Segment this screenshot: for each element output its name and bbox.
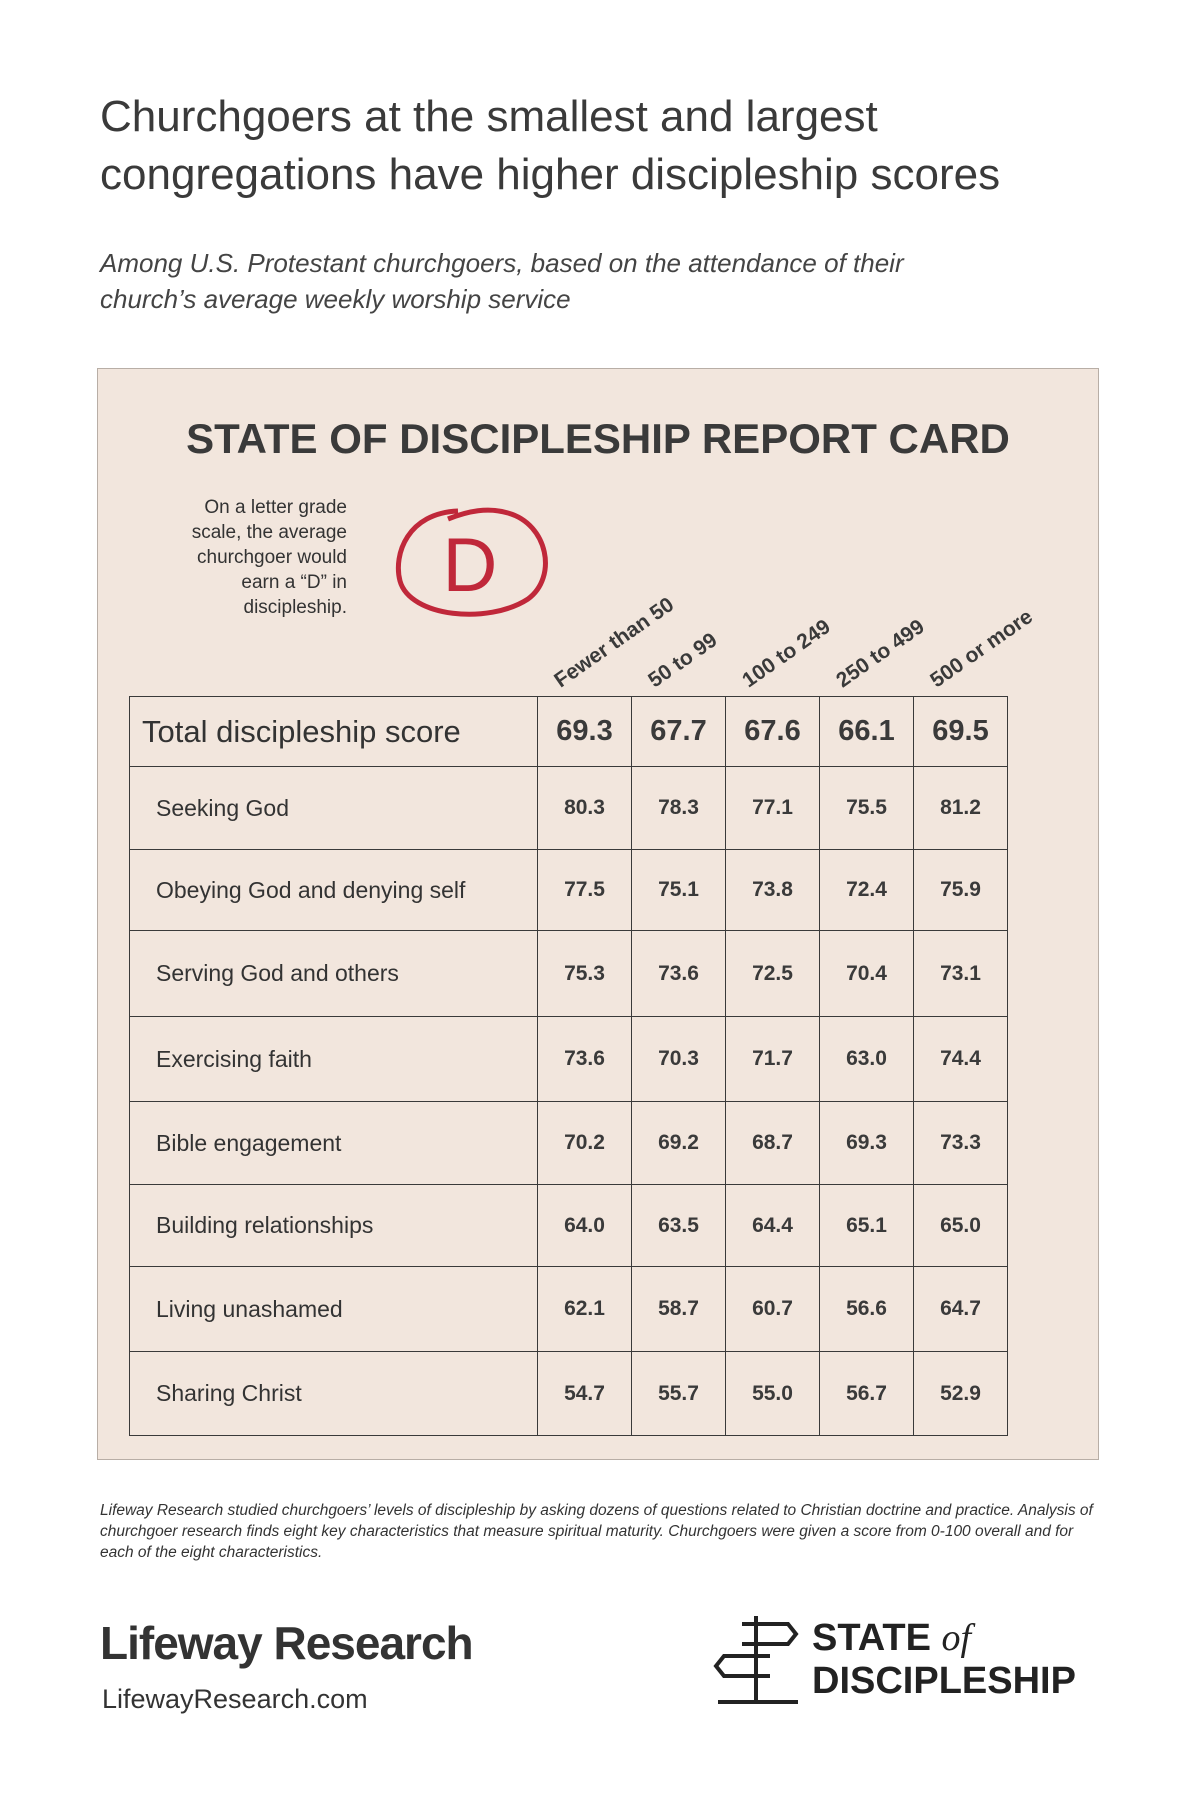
score-value: 62.1	[537, 1266, 632, 1352]
score-value: 77.5	[537, 849, 632, 931]
score-value: 72.4	[819, 849, 914, 931]
title-line: congregations have higher discipleship s…	[100, 150, 1001, 199]
score-value: 55.7	[631, 1351, 726, 1436]
url: LifewayResearch.com	[102, 1684, 368, 1714]
column-header: 500 or more	[926, 605, 1037, 693]
row-label: Obeying God and denying self	[129, 849, 538, 931]
row-label: Serving God and others	[129, 930, 538, 1017]
total-label: Total discipleship score	[129, 696, 538, 767]
total-value: 66.1	[819, 696, 914, 767]
score-value: 73.3	[913, 1101, 1008, 1185]
score-value: 64.0	[537, 1184, 632, 1267]
note-line: discipleship.	[243, 597, 348, 618]
score-value: 80.3	[537, 766, 632, 850]
score-value: 65.1	[819, 1184, 914, 1267]
score-value: 55.0	[725, 1351, 820, 1436]
score-value: 70.2	[537, 1101, 632, 1185]
note-line: churchgoer would	[197, 547, 347, 568]
score-value: 64.7	[913, 1266, 1008, 1352]
row-label: Bible engagement	[129, 1101, 538, 1185]
score-value: 72.5	[725, 930, 820, 1017]
row-label: Sharing Christ	[129, 1351, 538, 1436]
subtitle-line: church’s average weekly worship service	[100, 284, 571, 314]
score-value: 74.4	[913, 1016, 1008, 1102]
logo-of: of	[941, 1617, 972, 1659]
row-label: Living unashamed	[129, 1266, 538, 1352]
score-value: 54.7	[537, 1351, 632, 1436]
total-value: 67.6	[725, 696, 820, 767]
brand: Lifeway Research	[100, 1617, 474, 1669]
score-value: 64.4	[725, 1184, 820, 1267]
score-value: 56.6	[819, 1266, 914, 1352]
column-header: 250 to 499	[832, 615, 929, 693]
grade-circle: D	[395, 507, 548, 617]
total-value: 69.3	[537, 696, 632, 767]
score-value: 75.1	[631, 849, 726, 931]
footnote: Lifeway Research studied churchgoers’ le…	[100, 1502, 1093, 1561]
column-header: 50 to 99	[644, 628, 722, 693]
note-line: earn a “D” in	[241, 572, 347, 593]
row-label: Seeking God	[129, 766, 538, 850]
score-value: 78.3	[631, 766, 726, 850]
score-value: 77.1	[725, 766, 820, 850]
logo-state: STATE	[812, 1617, 931, 1659]
note-line: scale, the average	[191, 522, 347, 543]
total-value: 67.7	[631, 696, 726, 767]
score-value: 69.3	[819, 1101, 914, 1185]
score-value: 75.3	[537, 930, 632, 1017]
score-value: 73.6	[631, 930, 726, 1017]
score-value: 73.1	[913, 930, 1008, 1017]
logo-line: DISCIPLESHIP	[812, 1660, 1076, 1702]
score-value: 63.5	[631, 1184, 726, 1267]
score-value: 58.7	[631, 1266, 726, 1352]
column-header: 100 to 249	[738, 615, 835, 693]
score-value: 70.4	[819, 930, 914, 1017]
logo-line: STATE of	[812, 1616, 971, 1660]
card-title: STATE OF DISCIPLESHIP REPORT CARD	[186, 415, 1010, 462]
score-value: 71.7	[725, 1016, 820, 1102]
report-card: STATE OF DISCIPLESHIP REPORT CARD D On a…	[97, 368, 1099, 1460]
note-line: On a letter grade	[204, 497, 347, 518]
score-value: 69.2	[631, 1101, 726, 1185]
score-value: 56.7	[819, 1351, 914, 1436]
signpost-icon	[713, 1616, 799, 1704]
row-label: Exercising faith	[129, 1016, 538, 1102]
score-value: 75.5	[819, 766, 914, 850]
score-value: 70.3	[631, 1016, 726, 1102]
score-value: 65.0	[913, 1184, 1008, 1267]
row-label: Building relationships	[129, 1184, 538, 1267]
score-value: 81.2	[913, 766, 1008, 850]
score-value: 75.9	[913, 849, 1008, 931]
title-line: Churchgoers at the smallest and largest	[100, 92, 878, 141]
score-value: 60.7	[725, 1266, 820, 1352]
grade: D	[443, 523, 498, 608]
score-value: 73.6	[537, 1016, 632, 1102]
total-value: 69.5	[913, 696, 1008, 767]
subtitle-line: Among U.S. Protestant churchgoers, based…	[100, 248, 904, 278]
score-value: 68.7	[725, 1101, 820, 1185]
score-value: 73.8	[725, 849, 820, 931]
score-value: 63.0	[819, 1016, 914, 1102]
score-value: 52.9	[913, 1351, 1008, 1436]
